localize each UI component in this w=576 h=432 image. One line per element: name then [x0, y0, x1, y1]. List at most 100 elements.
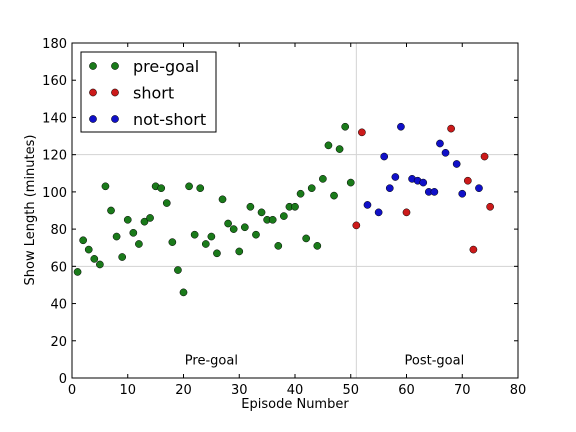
data-point — [380, 152, 389, 161]
data-point — [179, 288, 188, 297]
data-point — [463, 176, 472, 185]
data-point — [280, 212, 288, 220]
data-point — [480, 152, 489, 161]
legend-box — [80, 51, 217, 133]
y-tick-label: 40 — [50, 298, 67, 313]
data-point — [135, 240, 143, 248]
data-point — [129, 228, 138, 237]
data-point — [190, 230, 199, 239]
data-point — [302, 234, 310, 243]
data-points — [73, 122, 494, 297]
data-point — [229, 225, 238, 233]
y-tick-label: 140 — [42, 111, 67, 126]
data-point — [235, 247, 244, 256]
data-point — [107, 206, 115, 215]
legend-marker — [111, 88, 119, 97]
data-point — [324, 141, 333, 150]
y-tick-label: 160 — [42, 74, 67, 89]
data-point — [486, 202, 494, 211]
data-point — [430, 188, 439, 196]
annotations: Pre-goal Post-goal — [185, 353, 464, 368]
data-point — [313, 242, 322, 250]
data-point — [363, 201, 372, 209]
data-point — [352, 221, 361, 230]
data-point — [246, 202, 255, 211]
x-tick-label: 40 — [287, 383, 304, 398]
data-point — [268, 215, 277, 224]
data-point — [358, 128, 366, 137]
x-tick-label: 60 — [398, 383, 415, 398]
data-point — [436, 139, 444, 148]
data-point — [346, 178, 355, 187]
y-axis-label: Show Length (minutes) — [23, 135, 38, 286]
data-point — [224, 219, 232, 228]
data-point — [240, 223, 249, 232]
y-tick-label: 80 — [50, 223, 67, 238]
data-point — [307, 184, 316, 193]
data-point — [123, 215, 132, 224]
data-point — [207, 232, 216, 241]
data-point — [96, 260, 104, 269]
legend: pre-goal short not-short — [80, 51, 217, 133]
series-pre-goal — [73, 122, 355, 297]
data-point — [330, 191, 338, 200]
data-point — [101, 182, 110, 191]
legend-marker — [89, 88, 97, 97]
x-tick-label: 70 — [454, 383, 471, 398]
legend-marker — [89, 115, 97, 123]
data-point — [341, 122, 350, 131]
y-tick-label: 180 — [42, 37, 67, 52]
data-point — [146, 214, 154, 222]
legend-marker — [111, 115, 119, 123]
x-axis-label: Episode Number — [241, 397, 349, 412]
y-tick-label: 0 — [59, 372, 67, 387]
data-point — [73, 268, 82, 276]
data-point — [84, 245, 93, 254]
y-tick-label: 60 — [50, 260, 67, 275]
data-point — [201, 240, 210, 248]
ticks: 0 10 20 30 40 50 60 70 80 0 20 40 60 80 100 120 140 160 18… — [42, 37, 526, 398]
x-tick-label: 50 — [342, 383, 359, 398]
x-tick-label: 80 — [510, 383, 527, 398]
y-tick-label: 120 — [42, 149, 67, 164]
annotation-label: Pre-goal — [185, 353, 238, 368]
data-point — [157, 184, 166, 193]
data-point — [274, 242, 283, 250]
data-point — [140, 217, 149, 226]
data-point — [213, 249, 221, 258]
data-point — [168, 238, 177, 246]
data-point — [174, 266, 182, 274]
data-point — [402, 208, 411, 217]
legend-entry-label: pre-goal — [133, 57, 199, 76]
series-short — [352, 124, 494, 254]
data-point — [218, 195, 227, 204]
x-tick-label: 30 — [231, 383, 248, 398]
data-point — [196, 184, 205, 193]
data-point — [447, 124, 455, 133]
data-point — [252, 230, 260, 239]
data-point — [469, 245, 478, 254]
data-point — [162, 199, 171, 207]
data-point — [257, 208, 266, 217]
data-point — [118, 253, 127, 261]
data-point — [112, 232, 121, 241]
legend-marker — [111, 62, 119, 70]
series-not-short — [363, 122, 483, 217]
data-point — [385, 184, 394, 193]
data-point — [90, 255, 99, 263]
y-tick-label: 20 — [50, 335, 67, 350]
data-point — [319, 175, 327, 183]
data-point — [441, 148, 450, 157]
x-tick-label: 20 — [175, 383, 192, 398]
data-point — [475, 184, 483, 193]
legend-marker — [89, 62, 97, 70]
data-point — [458, 189, 467, 198]
data-point — [419, 178, 428, 187]
legend-entry-label: short — [133, 84, 174, 103]
data-point — [391, 173, 400, 181]
legend-entry-label: not-short — [133, 110, 206, 129]
data-point — [397, 122, 405, 131]
data-point — [296, 189, 305, 198]
data-point — [291, 202, 299, 211]
data-point — [374, 208, 383, 217]
